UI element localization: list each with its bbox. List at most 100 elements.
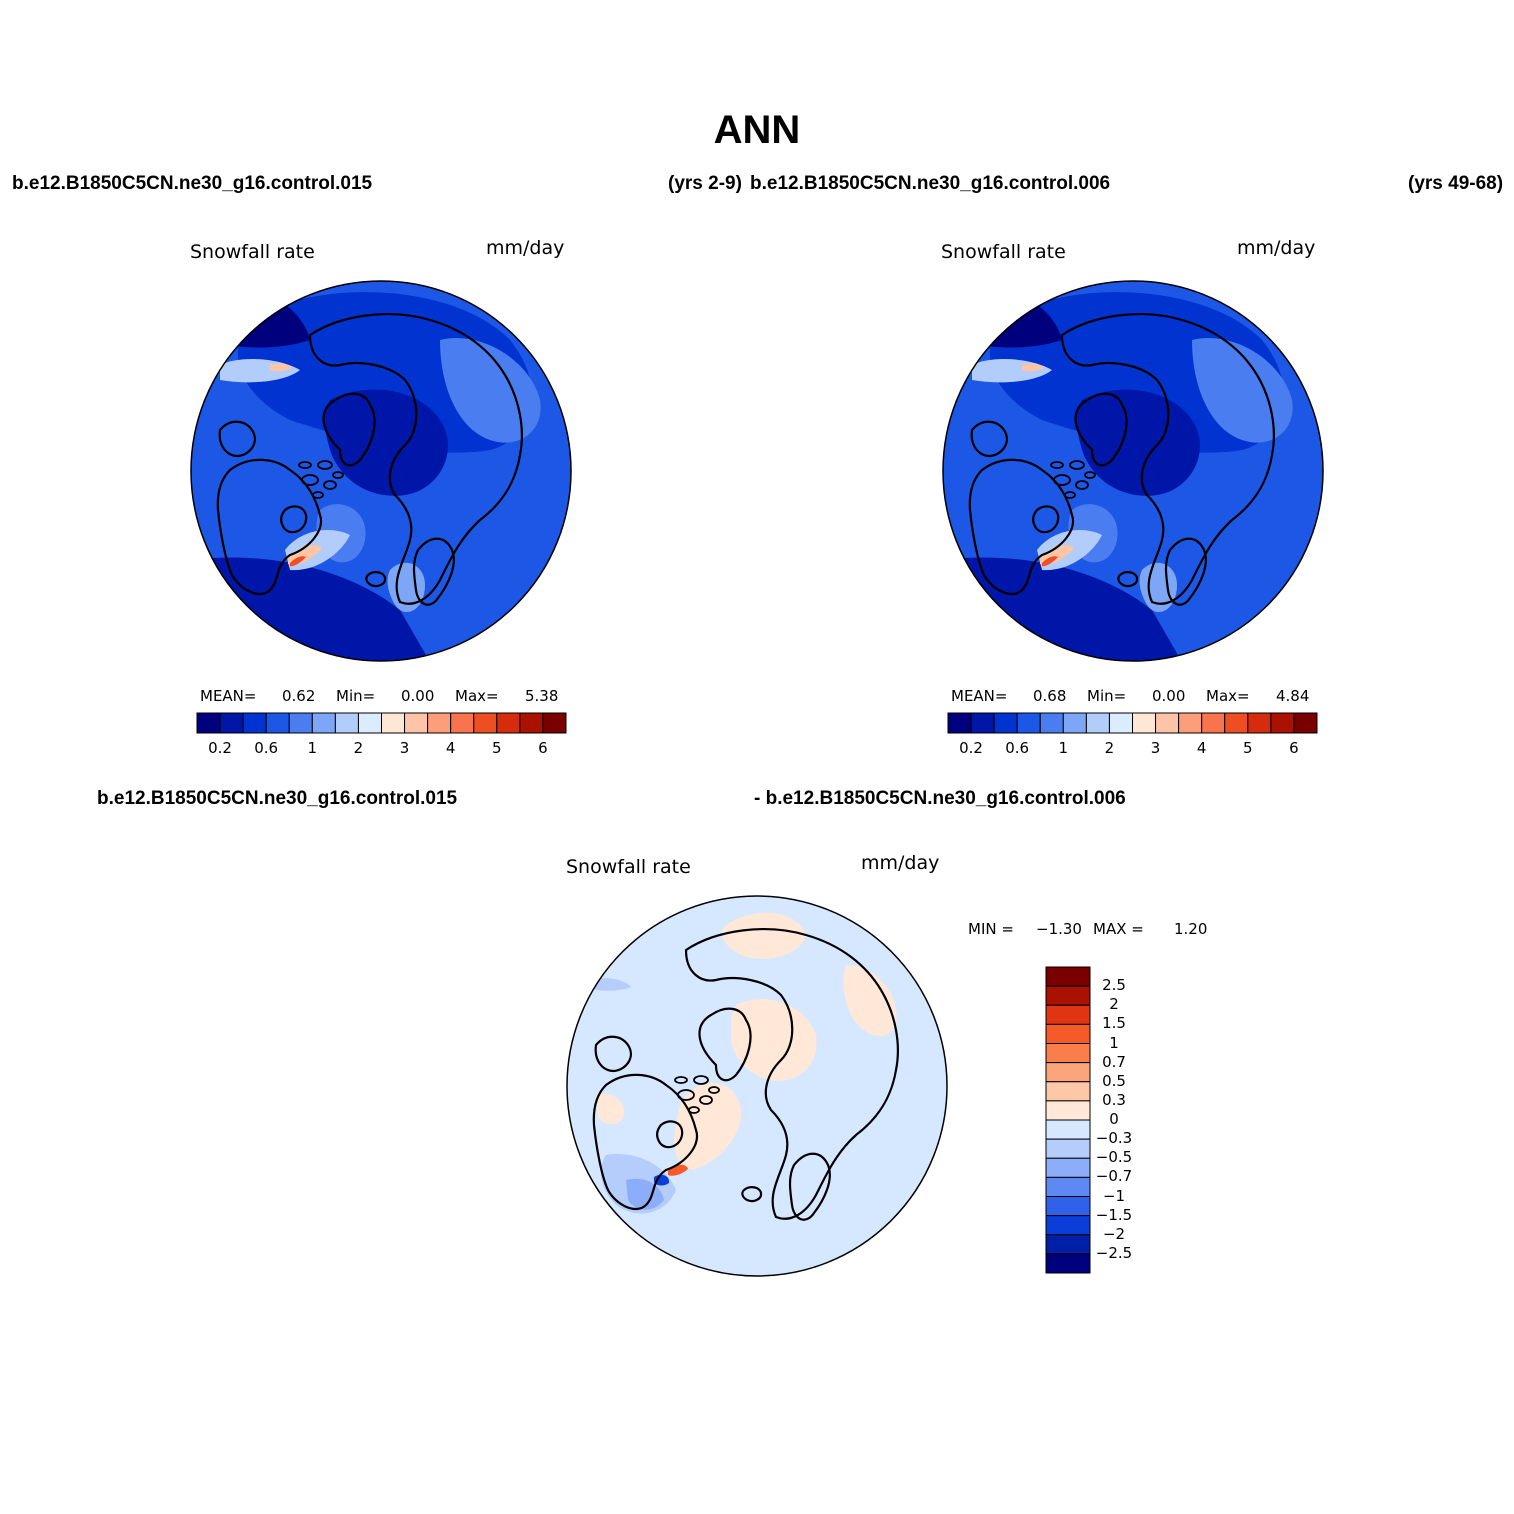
colorbar-swatch	[970, 712, 995, 734]
coastline-island	[1069, 460, 1085, 470]
colorbar-swatch	[1045, 966, 1091, 987]
colorbar-tick-label: 2	[1104, 739, 1115, 757]
page-title: ANN	[713, 108, 801, 152]
case-label-left: b.e12.B1850C5CN.ne30_g16.control.015	[12, 173, 373, 194]
coastline	[656, 1120, 684, 1149]
diff-min-label: MIN =	[968, 920, 1014, 938]
colorbar-swatch	[427, 712, 452, 734]
colorbar-tick-label: 4	[1196, 739, 1207, 757]
colorbar-tick-label: 2	[1109, 995, 1119, 1014]
colorbar-swatch	[1045, 1119, 1091, 1140]
min-label-2: Min=	[1087, 687, 1127, 705]
coastline	[280, 505, 308, 534]
coastline	[698, 1007, 752, 1082]
colorbar-tick-label: 0.2	[208, 739, 232, 757]
colorbar-swatch	[288, 712, 313, 734]
colorbar-swatch	[1178, 712, 1203, 734]
colorbar-swatch	[311, 712, 336, 734]
colorbar-swatch	[1201, 712, 1226, 734]
colorbar-swatch	[404, 712, 429, 734]
coastline-island	[1064, 491, 1076, 499]
coastline-island	[323, 480, 337, 490]
colorbar-2	[947, 712, 1318, 734]
colorbar-swatch	[450, 712, 475, 734]
colorbar-1	[196, 712, 567, 734]
coastline-island	[317, 460, 333, 470]
colorbar-swatch	[1062, 712, 1087, 734]
coastline	[1060, 313, 1275, 605]
units-label-diff: mm/day	[861, 852, 940, 874]
colorbar-tick-label: 5	[492, 739, 502, 757]
coastline-island	[298, 461, 312, 469]
colorbar-swatch	[1045, 1062, 1091, 1083]
map-boundary	[942, 280, 1324, 662]
colorbar-tick-label: −0.7	[1095, 1167, 1133, 1186]
coastline-island	[1075, 480, 1089, 490]
map-boundary	[566, 895, 948, 1277]
coastline-island	[332, 471, 344, 479]
min-label-1: Min=	[336, 687, 376, 705]
colorbar-tick-label: 1	[307, 739, 318, 757]
colorbar-swatch	[196, 712, 221, 734]
colorbar-tick-label: 1	[1109, 1033, 1119, 1052]
colorbar-swatch	[496, 712, 521, 734]
field-contour	[440, 338, 541, 443]
coastline	[218, 420, 256, 458]
colorbar-swatch	[1293, 712, 1318, 734]
mean-value-2: 0.68	[1033, 687, 1067, 705]
colorbar-tick-label: 1	[1058, 739, 1069, 757]
colorbar-tick-label: 3	[1150, 739, 1161, 757]
coastline-island	[677, 1089, 695, 1101]
field-contour	[731, 999, 817, 1081]
variable-label-diff: Snowfall rate	[566, 856, 691, 878]
units-label-2: mm/day	[1237, 237, 1316, 259]
colorbar-tick-label: 4	[445, 739, 456, 757]
colorbar-swatch	[1247, 712, 1272, 734]
colorbar-swatch	[1045, 1176, 1091, 1197]
coastline-island	[699, 1095, 713, 1105]
max-value-2: 4.84	[1276, 687, 1310, 705]
colorbar-swatch	[1045, 985, 1091, 1006]
coastline	[308, 313, 523, 605]
max-label-2: Max=	[1206, 687, 1250, 705]
diff-min-value: −1.30	[1036, 920, 1082, 938]
coastline	[216, 458, 323, 596]
diff-case-a-label: b.e12.B1850C5CN.ne30_g16.control.015	[97, 788, 458, 809]
variable-label-1: Snowfall rate	[190, 241, 315, 263]
coastline	[1032, 505, 1060, 534]
snowfall-map-2	[942, 280, 1324, 662]
colorbar-tick-label: 0.6	[254, 739, 279, 757]
colorbar-tick-label: 0.5	[1102, 1071, 1126, 1090]
coastline	[684, 928, 899, 1220]
colorbar-tick-label: 0.6	[1005, 739, 1030, 757]
colorbar-swatch	[542, 712, 567, 734]
coastline	[970, 420, 1008, 458]
field-contour	[1192, 338, 1293, 443]
coastline	[592, 1073, 699, 1211]
colorbar-swatch	[1224, 712, 1249, 734]
colorbar-tick-label: −0.3	[1095, 1129, 1133, 1148]
field-contour	[290, 556, 306, 567]
colorbar-swatch	[357, 712, 382, 734]
colorbar-tick-label: −0.5	[1095, 1148, 1133, 1167]
mean-value-1: 0.62	[282, 687, 316, 705]
coastline-island	[1084, 471, 1096, 479]
snowfall-difference-map	[566, 895, 948, 1277]
colorbar-diff	[1045, 966, 1091, 1274]
coastline	[741, 1186, 763, 1203]
case-label-right: b.e12.B1850C5CN.ne30_g16.control.006	[750, 173, 1111, 194]
colorbar-tick-label: −1	[1102, 1186, 1126, 1205]
coastline	[968, 458, 1075, 596]
coastline-island	[688, 1106, 700, 1114]
colorbar-swatch	[265, 712, 290, 734]
coastline	[1164, 537, 1207, 606]
coastline-island	[312, 491, 324, 499]
colorbar-tick-label: 3	[399, 739, 410, 757]
units-label-1: mm/day	[486, 237, 565, 259]
min-value-2: 0.00	[1152, 687, 1186, 705]
diff-max-value: 1.20	[1174, 920, 1208, 938]
colorbar-swatch	[519, 712, 544, 734]
coastline	[788, 1152, 831, 1221]
coastline	[365, 571, 387, 588]
colorbar-swatch	[1132, 712, 1157, 734]
